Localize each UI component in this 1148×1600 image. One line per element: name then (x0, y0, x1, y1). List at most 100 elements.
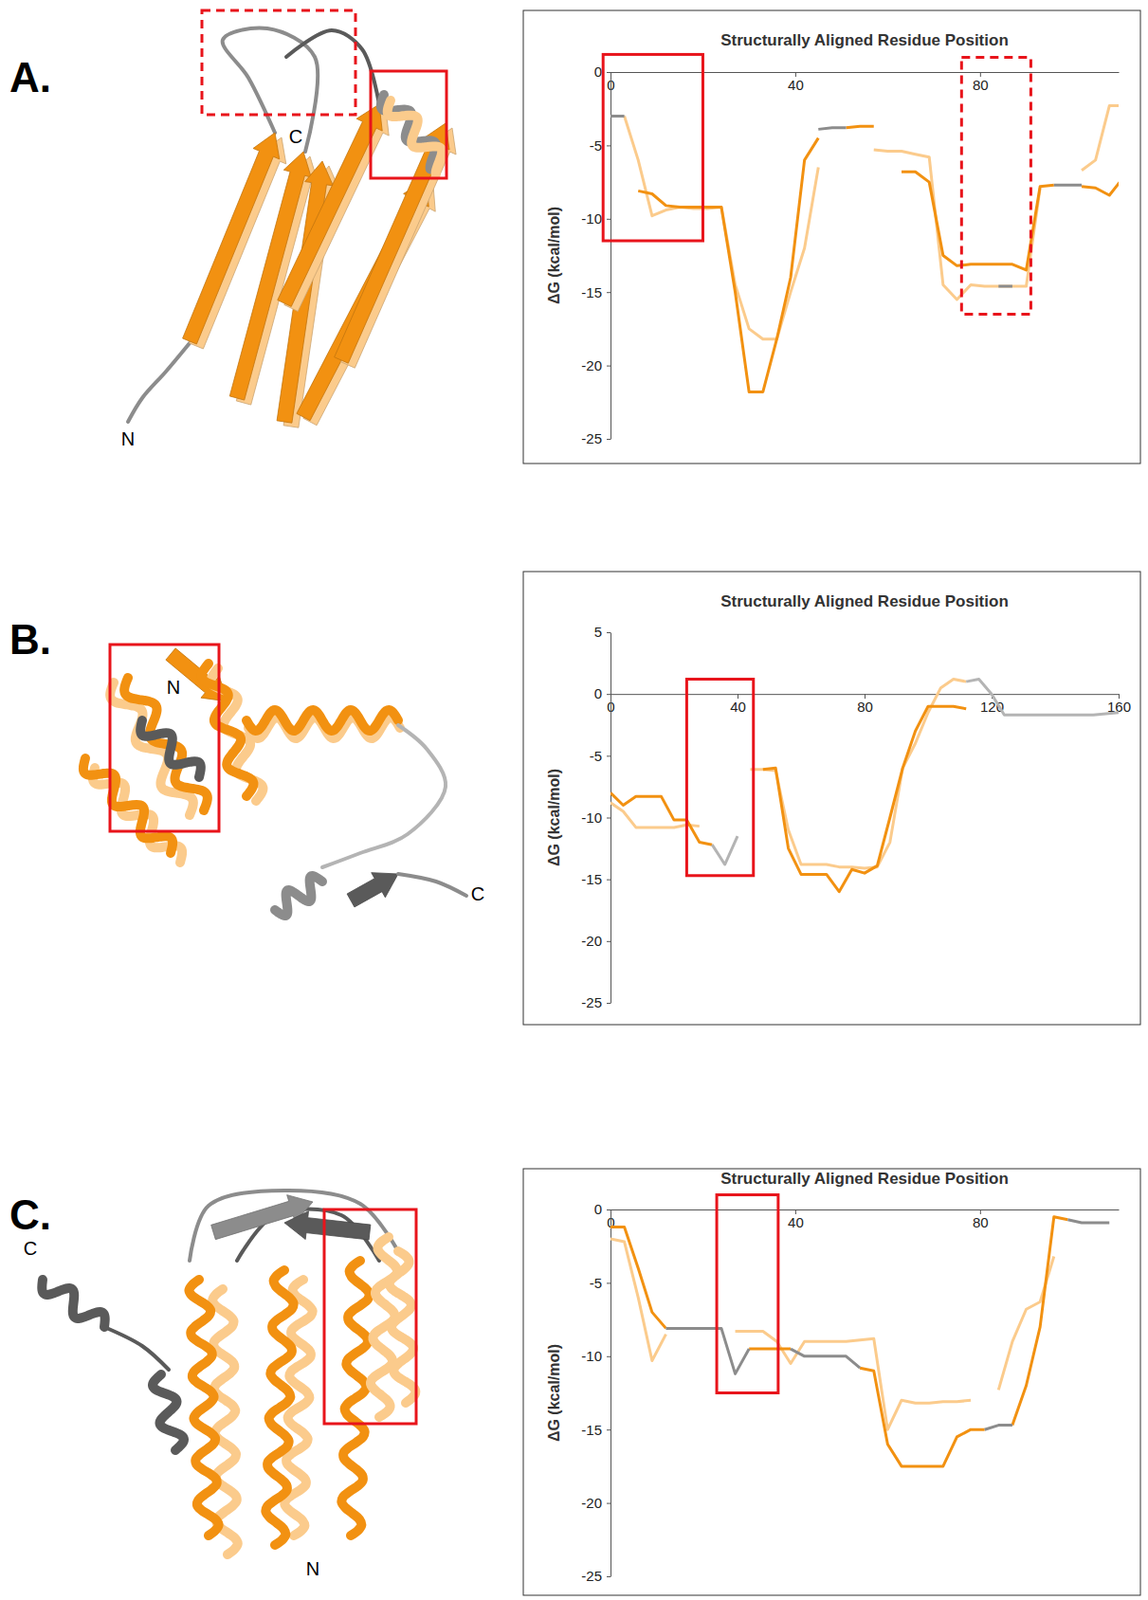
y-tick: -25 (581, 1567, 611, 1585)
structure-helix (246, 710, 399, 731)
y-axis-title: ΔG (kcal/mol) (546, 768, 563, 867)
structure-terminus-label: C (23, 1238, 37, 1259)
structure-1: NC (83, 644, 485, 916)
structure-helix (188, 1279, 219, 1536)
y-axis-line (610, 1210, 612, 1578)
structure-highlight (201, 10, 356, 115)
y-tick: -5 (589, 137, 611, 154)
y-tick-mark (606, 693, 611, 695)
y-tick-mark (606, 1002, 611, 1004)
y-tick-label: -15 (581, 1421, 602, 1439)
x-axis: 04080 (606, 72, 1119, 93)
y-tick-label: -20 (581, 932, 602, 949)
y-tick-mark (606, 879, 611, 881)
x-tick: 160 (1107, 693, 1131, 715)
series-line (711, 679, 1119, 866)
structure-terminus-label: C (471, 883, 485, 905)
y-axis-line (610, 633, 612, 1004)
series-line (610, 1239, 1055, 1430)
x-axis-line (611, 72, 1120, 73)
highlight-box (602, 54, 703, 241)
panel-0: 040800-5-10-15-20-25Structurally Aligned… (9, 10, 1141, 464)
x-axis: 04080 (606, 1209, 1119, 1231)
y-tick-mark (606, 291, 611, 293)
structure-highlight (324, 1209, 417, 1424)
y-tick-label: -20 (581, 1494, 602, 1512)
y-tick: -5 (589, 1275, 611, 1292)
y-tick: -25 (581, 430, 611, 447)
y-tick-label: -15 (581, 871, 602, 888)
y-tick-label: -10 (581, 210, 602, 227)
structure-helix (274, 875, 323, 916)
series-line (624, 106, 1119, 340)
x-axis-title: Structurally Aligned Residue Position (720, 31, 1009, 50)
y-tick-label: 0 (594, 685, 602, 702)
x-tick: 80 (856, 693, 874, 715)
x-tick: 40 (729, 693, 747, 715)
y-tick: -10 (581, 210, 611, 227)
plot-lines (610, 106, 1119, 393)
y-tick-mark (606, 218, 611, 220)
structure-helix (83, 758, 173, 854)
y-tick-mark (606, 438, 611, 440)
y-tick-label: -10 (581, 1348, 602, 1365)
y-tick-mark (606, 1429, 611, 1431)
y-tick-mark (606, 1282, 611, 1284)
y-tick-mark (606, 1209, 611, 1211)
structure-highlight (370, 71, 447, 179)
y-tick-label: -5 (589, 1275, 602, 1292)
y-tick-label: -5 (589, 137, 602, 154)
x-tick-label: 80 (856, 698, 874, 715)
x-tick-label: 80 (972, 76, 989, 93)
structure-terminus-label: N (121, 428, 135, 450)
structure-helix (387, 100, 442, 175)
structure-coil (127, 343, 190, 422)
y-axis: 0-5-10-15-20-25 (581, 1201, 611, 1585)
y-tick-mark (606, 1356, 611, 1358)
y-tick-label: 0 (594, 63, 602, 80)
x-tick: 40 (787, 1209, 804, 1231)
structure-highlight (109, 644, 219, 832)
y-tick-mark (606, 145, 611, 146)
y-tick-mark (606, 365, 611, 367)
y-tick-mark (606, 755, 611, 757)
series-line (610, 1217, 1068, 1467)
y-tick: -10 (581, 809, 611, 826)
y-tick: -5 (589, 747, 611, 765)
y-tick-mark (606, 941, 611, 943)
x-axis-title: Structurally Aligned Residue Position (720, 592, 1009, 611)
structure-strand (284, 1211, 371, 1240)
structure-terminus-label: C (289, 126, 303, 147)
y-tick: 0 (594, 685, 611, 702)
y-tick-mark (606, 818, 611, 820)
y-tick-label: -25 (581, 1567, 602, 1585)
x-tick: 80 (972, 72, 989, 93)
highlight-box (961, 57, 1031, 315)
y-tick-label: -10 (581, 809, 602, 826)
highlight-box (686, 679, 753, 876)
plot-lines (610, 1217, 1110, 1467)
y-tick: -20 (581, 1494, 611, 1512)
structure-coil (104, 1327, 169, 1370)
y-axis-line (610, 72, 612, 440)
chart-frame (523, 1168, 1141, 1596)
structure-helix (389, 1251, 417, 1404)
x-tick: 80 (972, 1209, 989, 1231)
y-tick: -10 (581, 1348, 611, 1365)
series-line (637, 126, 1119, 392)
structure-helix (41, 1279, 105, 1328)
structure-strand (346, 873, 399, 908)
y-tick: 5 (594, 623, 611, 640)
structure-coil (398, 874, 467, 896)
highlight-box (716, 1195, 779, 1394)
y-axis: 0-5-10-15-20-25 (581, 63, 611, 447)
y-tick-label: 5 (594, 623, 602, 640)
x-tick-label: 40 (787, 76, 804, 93)
y-tick: -15 (581, 871, 611, 888)
structure-helix (284, 1279, 312, 1536)
y-tick: -25 (581, 994, 611, 1011)
x-axis-line (611, 1209, 1120, 1211)
series-line (610, 706, 966, 893)
x-tick-label: 40 (787, 1214, 804, 1231)
y-axis-title: ΔG (kcal/mol) (546, 1344, 563, 1442)
